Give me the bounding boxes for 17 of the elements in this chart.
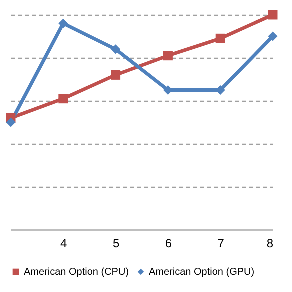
x-tick-label: 8 (266, 236, 274, 250)
legend-label: American Option (GPU) (149, 267, 255, 278)
point (58, 18, 68, 28)
point (111, 44, 121, 54)
point (268, 10, 278, 20)
x-tick-label: 5 (112, 236, 120, 250)
point (111, 70, 121, 80)
x-tick-label: 4 (60, 236, 68, 250)
point (216, 34, 226, 44)
x-tick-label: 7 (218, 236, 225, 250)
x-tick-label: 6 (165, 236, 172, 250)
point (58, 94, 68, 104)
legend-label: American Option (CPU) (24, 267, 130, 278)
point (6, 118, 16, 128)
point (268, 32, 278, 42)
point (163, 51, 173, 61)
point (163, 86, 173, 95)
